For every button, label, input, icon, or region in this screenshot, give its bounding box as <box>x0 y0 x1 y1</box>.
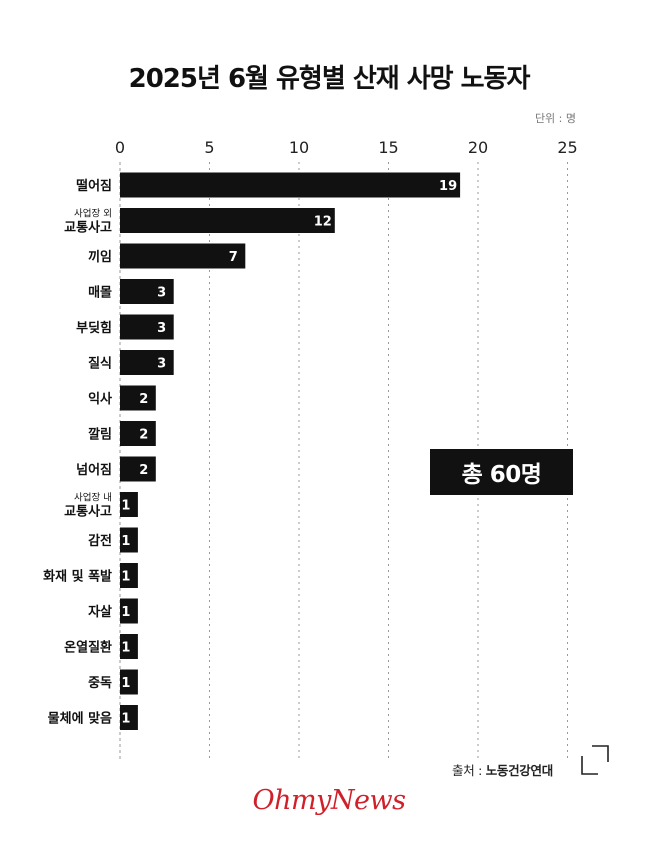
category-label: 온열질환 <box>64 640 112 656</box>
category-label: 화재 및 폭발 <box>43 569 112 585</box>
bar-value-label: 2 <box>139 463 148 478</box>
bar-value-label: 1 <box>121 534 130 549</box>
category-label: 감전 <box>88 533 112 549</box>
category-label: 중독 <box>88 676 112 691</box>
bar <box>120 243 246 269</box>
x-tick-label: 20 <box>468 138 488 157</box>
source-bracket-icon <box>581 745 609 775</box>
x-tick-label: 25 <box>557 138 577 157</box>
source-prefix: 출처 : <box>452 763 482 778</box>
total-badge: 총 60명 <box>430 449 573 495</box>
bar-value-label: 1 <box>121 499 130 514</box>
x-tick-label: 15 <box>378 138 398 157</box>
source-credit: 출처 : 노동건강연대 <box>452 760 553 779</box>
category-label: 자살 <box>88 604 112 620</box>
bar-value-label: 1 <box>121 570 130 585</box>
bar-value-label: 1 <box>121 605 130 620</box>
bar <box>120 705 138 730</box>
bar-value-label: 3 <box>157 357 166 372</box>
bar <box>120 456 156 482</box>
bar-value-label: 19 <box>439 179 457 194</box>
bar <box>120 279 174 304</box>
bar-value-label: 3 <box>157 321 166 336</box>
x-tick-label: 5 <box>204 138 214 157</box>
category-label: 익사 <box>88 391 112 407</box>
bar <box>120 385 156 411</box>
bar-value-label: 3 <box>157 286 166 301</box>
bar <box>120 669 138 695</box>
bar <box>120 421 156 446</box>
bar <box>120 314 174 340</box>
bar-value-label: 7 <box>229 250 238 265</box>
chart-title: 2025년 6월 유형별 산재 사망 노동자 <box>128 64 531 94</box>
bar-value-label: 2 <box>139 428 148 443</box>
category-label-small: 사업장 외 <box>74 208 112 220</box>
bar-value-label: 12 <box>314 215 332 230</box>
bar <box>120 208 335 233</box>
category-label: 물체에 맞음 <box>48 711 112 727</box>
bar <box>120 598 138 624</box>
unit-label: 단위 : 명 <box>534 112 576 125</box>
ohmynews-logo: OhmyNews <box>252 785 406 816</box>
bar <box>120 527 138 553</box>
bar <box>120 634 138 659</box>
category-label: 질식 <box>88 356 112 372</box>
category-label: 교통사고 <box>64 504 112 520</box>
bar <box>120 350 174 375</box>
category-label: 넘어짐 <box>76 462 112 478</box>
source-name: 노동건강연대 <box>485 763 554 778</box>
category-label: 떨어짐 <box>76 178 112 194</box>
bar-value-label: 1 <box>121 712 130 727</box>
bar-value-label: 1 <box>121 676 130 691</box>
x-tick-label: 10 <box>289 138 309 157</box>
bar <box>120 492 138 517</box>
bar <box>120 172 461 198</box>
x-tick-label: 0 <box>115 138 125 157</box>
bar-value-label: 2 <box>139 392 148 407</box>
category-label-small: 사업장 내 <box>74 492 112 504</box>
bar <box>120 563 138 588</box>
bar-value-label: 1 <box>121 641 130 656</box>
category-label: 교통사고 <box>64 220 112 236</box>
category-label: 끼임 <box>88 250 112 265</box>
category-label: 깔림 <box>88 428 112 443</box>
category-label: 매몰 <box>88 286 112 301</box>
category-label: 부딪힘 <box>76 320 112 336</box>
